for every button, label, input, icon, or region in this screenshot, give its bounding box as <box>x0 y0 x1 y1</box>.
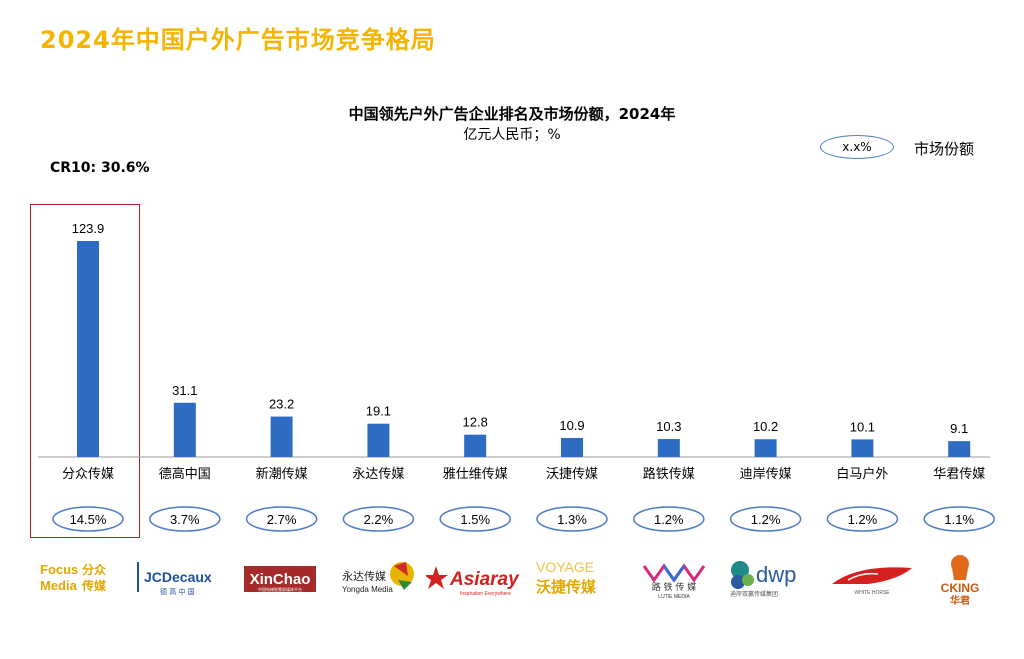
jcdecaux-logo-sub: 德 高 中 国 <box>160 587 195 596</box>
focus-media-logo-line1: Focus <box>40 562 78 577</box>
bar-value-label: 23.2 <box>269 397 294 412</box>
dwp-logo: dwp 迪岸双赢传媒集团 <box>726 556 808 600</box>
bar <box>948 441 971 457</box>
asiaray-logo-text: Asiaray <box>449 569 520 590</box>
bar <box>367 423 390 457</box>
bar <box>464 434 487 457</box>
bar-value-label: 10.1 <box>850 419 875 434</box>
share-oval <box>923 506 995 532</box>
share-label: 1.2% <box>751 512 781 527</box>
category-label: 德高中国 <box>159 466 211 482</box>
share-oval <box>342 506 415 532</box>
share-label: 1.2% <box>848 512 878 527</box>
legend-oval: x.x% <box>820 135 894 159</box>
white-horse-logo: WHITE HORSE <box>828 556 916 600</box>
bar <box>754 439 777 457</box>
share-label: 1.2% <box>654 512 684 527</box>
bar-value-label: 12.8 <box>463 415 488 430</box>
jcdecaux-logo-text: JCDecaux <box>144 569 212 585</box>
bar <box>561 437 583 457</box>
white-horse-logo-text: WHITE HORSE <box>854 590 890 596</box>
xinchao-logo-text: XinChao <box>250 571 311 588</box>
bar-value-label: 10.3 <box>656 419 681 434</box>
share-oval <box>245 506 318 532</box>
category-label: 路铁传媒 <box>643 466 695 482</box>
xinchao-logo: XinChao 中国电梯智慧屏媒体平台 <box>244 556 316 600</box>
cking-logo-cn: 华君 <box>950 594 970 606</box>
focus-media-logo: Focus Media 分众 传媒 <box>38 556 118 600</box>
share-label: 1.1% <box>944 512 974 527</box>
page-title: 2024年中国户外广告市场竞争格局 <box>40 26 436 54</box>
voyage-logo-text: VOYAGE <box>536 559 594 575</box>
cking-logo: CKING 华君 <box>928 550 992 606</box>
share-label: 3.7% <box>170 512 200 527</box>
asiaray-logo: Asiaray Inspiration Everywhere <box>426 556 524 600</box>
focus-media-logo-cn1: 分众 <box>82 562 107 577</box>
category-label: 沃捷传媒 <box>546 467 598 482</box>
bar-value-label: 9.1 <box>950 421 968 436</box>
legend-label: 市场份额 <box>914 140 975 158</box>
bar-value-label: 10.9 <box>559 418 584 433</box>
share-label: 1.5% <box>460 512 490 527</box>
bar <box>851 439 874 457</box>
share-label: 1.3% <box>557 512 587 527</box>
jcdecaux-logo: JCDecaux 德 高 中 国 <box>136 556 218 600</box>
bar-value-label: 31.1 <box>172 383 197 398</box>
category-label: 雅仕维传媒 <box>443 467 508 482</box>
bar <box>657 439 680 457</box>
bar <box>173 402 196 457</box>
chart-title: 中国领先户外广告企业排名及市场份额，2024年 <box>348 105 676 123</box>
share-oval <box>52 506 124 532</box>
category-label: 分众传媒 <box>62 467 114 482</box>
bar <box>270 416 293 457</box>
cr10-label: CR10: 30.6% <box>50 160 150 176</box>
lutie-logo-cn: 路 铁 传 媒 <box>652 581 697 593</box>
category-label: 华君传媒 <box>933 467 985 482</box>
chart-subtitle: 亿元人民币；% <box>463 127 561 143</box>
share-oval <box>826 506 899 532</box>
share-oval <box>633 506 705 532</box>
share-oval <box>439 506 511 532</box>
yongda-logo-cn: 永达传媒 <box>342 569 386 583</box>
legend-oval-text: x.x% <box>842 140 872 154</box>
share-oval <box>729 506 802 532</box>
bar-value-label: 19.1 <box>366 404 391 419</box>
dwp-logo-sub: 迪岸双赢传媒集团 <box>730 590 778 598</box>
share-label: 2.2% <box>364 512 394 527</box>
bar-chart: 123.9 分众传媒 14.5% 31.1 德高中国 3.7% 23.2 新潮传媒 2.7% 19… <box>38 221 995 532</box>
cking-logo-text: CKING <box>941 581 980 595</box>
bar <box>77 241 99 457</box>
asiaray-logo-sub: Inspiration Everywhere <box>460 591 511 597</box>
yongda-logo: 永达传媒 Yongda Media <box>340 556 418 600</box>
share-oval <box>149 506 221 532</box>
focus-media-logo-line2: Media <box>40 578 78 593</box>
highlight-box <box>30 204 140 538</box>
xinchao-logo-sub: 中国电梯智慧屏媒体平台 <box>258 586 302 592</box>
voyage-logo-cn: 沃捷传媒 <box>536 578 597 596</box>
focus-media-logo-cn2: 传媒 <box>81 578 107 593</box>
lutie-logo-en: LUTIE MEDIA <box>658 594 690 600</box>
category-label: 白马户外 <box>836 466 888 482</box>
lutie-logo: 路 铁 传 媒 LUTIE MEDIA <box>636 556 712 600</box>
bar-value-label: 10.2 <box>753 419 778 434</box>
category-label: 迪岸传媒 <box>740 467 792 482</box>
share-label: 14.5% <box>70 512 107 527</box>
voyage-logo: VOYAGE 沃捷传媒 <box>534 556 612 600</box>
share-oval <box>536 506 608 532</box>
yongda-logo-en: Yongda Media <box>342 585 393 594</box>
category-label: 新潮传媒 <box>256 466 308 482</box>
share-label: 2.7% <box>267 512 297 527</box>
dwp-logo-text: dwp <box>756 562 796 587</box>
bar-value-label: 123.9 <box>72 221 105 236</box>
category-label: 永达传媒 <box>352 467 404 482</box>
